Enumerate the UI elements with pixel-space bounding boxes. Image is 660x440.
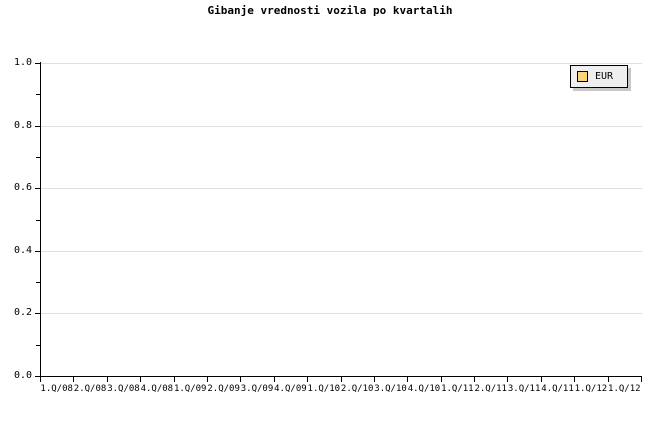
x-axis-tick [608, 377, 609, 382]
y-axis-tick-label: 0.2 [13, 307, 32, 319]
x-axis-tick [174, 377, 175, 382]
y-axis-tick-minor [36, 219, 40, 221]
y-axis-tick-major [35, 376, 40, 377]
y-axis-tick-label: 0.4 [13, 244, 32, 256]
x-axis-tick [474, 377, 475, 382]
y-axis-tick-minor [36, 344, 40, 346]
x-axis-tick [507, 377, 508, 382]
y-axis-tick-label: 0.0 [13, 370, 32, 381]
x-axis-tick-label: 4.Q/09 [274, 384, 307, 394]
x-axis-tick-label: 3.Q/10 [374, 384, 407, 394]
x-axis-tick-label: 4.Q/10 [407, 384, 441, 394]
y-axis-tick-major [35, 250, 40, 252]
x-axis-tick [407, 377, 408, 382]
x-axis-tick-label: 2.Q/09 [207, 384, 240, 394]
y-axis-tick-label: 0.8 [13, 119, 32, 131]
x-axis-tick-label: 1.Q/10 [307, 384, 341, 394]
gridline-horizontal [41, 188, 642, 190]
x-axis-tick [307, 377, 308, 382]
gridline-horizontal [41, 313, 642, 315]
legend-swatch-eur-icon [577, 71, 588, 82]
y-axis-tick-minor [36, 282, 40, 284]
x-axis-tick [541, 377, 542, 382]
x-axis-tick [441, 377, 442, 382]
y-axis-tick-major [35, 63, 40, 64]
y-axis-tick-label: 1.0 [13, 57, 32, 68]
y-axis-tick-minor [36, 94, 40, 96]
x-axis-tick-label: 2.Q/08 [73, 384, 107, 394]
x-axis-tick [40, 377, 41, 382]
x-axis-tick [574, 377, 575, 382]
y-axis-tick-label: 0.6 [13, 182, 32, 194]
plot-area [41, 63, 642, 377]
x-axis-tick-label: 1.Q/09 [173, 384, 207, 394]
y-axis-tick-major [35, 125, 40, 127]
legend-label-eur: EUR [595, 71, 614, 82]
x-axis-tick [641, 377, 642, 382]
x-axis-tick [207, 377, 208, 382]
chart-title: Gibanje vrednosti vozila po kvartalih [207, 4, 453, 17]
x-axis-tick [73, 377, 74, 382]
x-axis-tick-label: 2.Q/11 [474, 384, 507, 394]
x-axis-tick [374, 377, 375, 382]
x-axis-tick [140, 377, 141, 382]
x-axis-tick [240, 377, 241, 382]
x-axis-tick-label: 4.Q/08 [140, 384, 174, 394]
gridline-horizontal [41, 125, 642, 127]
x-axis-tick [107, 377, 108, 382]
gridline-horizontal [41, 250, 642, 252]
x-axis-tick-label: 1.Q/12 [608, 384, 641, 394]
x-axis-tick-label: 4.Q/11 [541, 384, 574, 394]
x-axis-tick-label: 2.Q/10 [340, 384, 374, 394]
x-axis-tick [274, 377, 275, 382]
gridline-horizontal [41, 63, 642, 64]
y-axis-tick-major [35, 313, 40, 315]
x-axis-tick-label: 1.Q/12 [574, 384, 608, 394]
chart-legend[interactable]: EUR [570, 65, 628, 88]
y-axis-tick-major [35, 188, 40, 190]
x-axis-tick-label: 1.Q/11 [441, 384, 474, 394]
y-axis-tick-minor [36, 156, 40, 158]
x-axis-tick-label: 3.Q/09 [240, 384, 274, 394]
x-axis-tick-label: 3.Q/08 [107, 384, 140, 394]
x-axis-tick-label: 1.Q/08 [40, 384, 73, 394]
x-axis-tick-label: 3.Q/11 [507, 384, 541, 394]
x-axis-tick [341, 377, 342, 382]
y-axis-labels: 0.0 0.2 0.4 0.6 0.8 1.0 [0, 0, 32, 440]
x-axis-line [40, 376, 642, 377]
y-axis-line [40, 62, 41, 377]
